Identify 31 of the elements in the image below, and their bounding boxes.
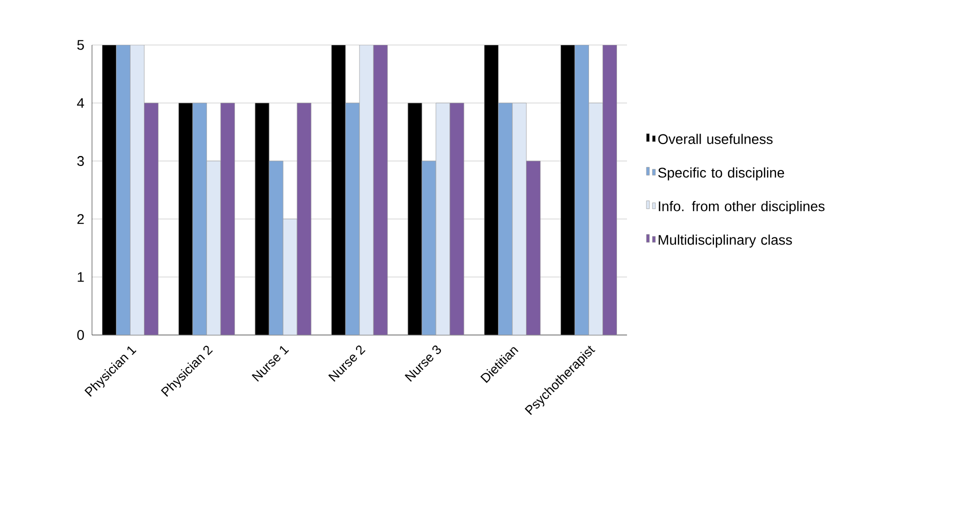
y-tick-label: 5: [77, 40, 84, 50]
legend-label: Multidisciplinary class: [658, 234, 792, 248]
bar: [192, 102, 207, 335]
bar: [588, 102, 603, 335]
bar: [574, 45, 589, 335]
bar: [130, 45, 144, 335]
bar: [602, 45, 617, 335]
bar: [512, 102, 527, 335]
bar: [206, 160, 221, 335]
y-tick-label: 3: [77, 156, 84, 166]
bar: [282, 218, 298, 335]
legend-label: Info. from other disciplines: [658, 200, 825, 214]
y-tick-label: 4: [77, 98, 84, 108]
bar: [116, 45, 130, 335]
bar: [450, 102, 464, 335]
bar: [345, 102, 360, 335]
y-tick-label: 2: [77, 214, 84, 224]
bar: [144, 102, 158, 335]
y-tick-label: 0: [77, 330, 84, 340]
bar: [296, 102, 312, 335]
bar: [436, 102, 450, 335]
y-tick-label: 1: [78, 272, 84, 282]
bar: [359, 45, 374, 335]
bar: [220, 102, 235, 335]
bar: [373, 45, 388, 335]
bar: [268, 160, 284, 335]
legend-label: Overall usefulness: [658, 134, 773, 144]
bar: [526, 160, 541, 335]
legend-label: Specific to discipline: [658, 167, 784, 180]
bar: [422, 160, 436, 335]
bar: [498, 102, 513, 335]
